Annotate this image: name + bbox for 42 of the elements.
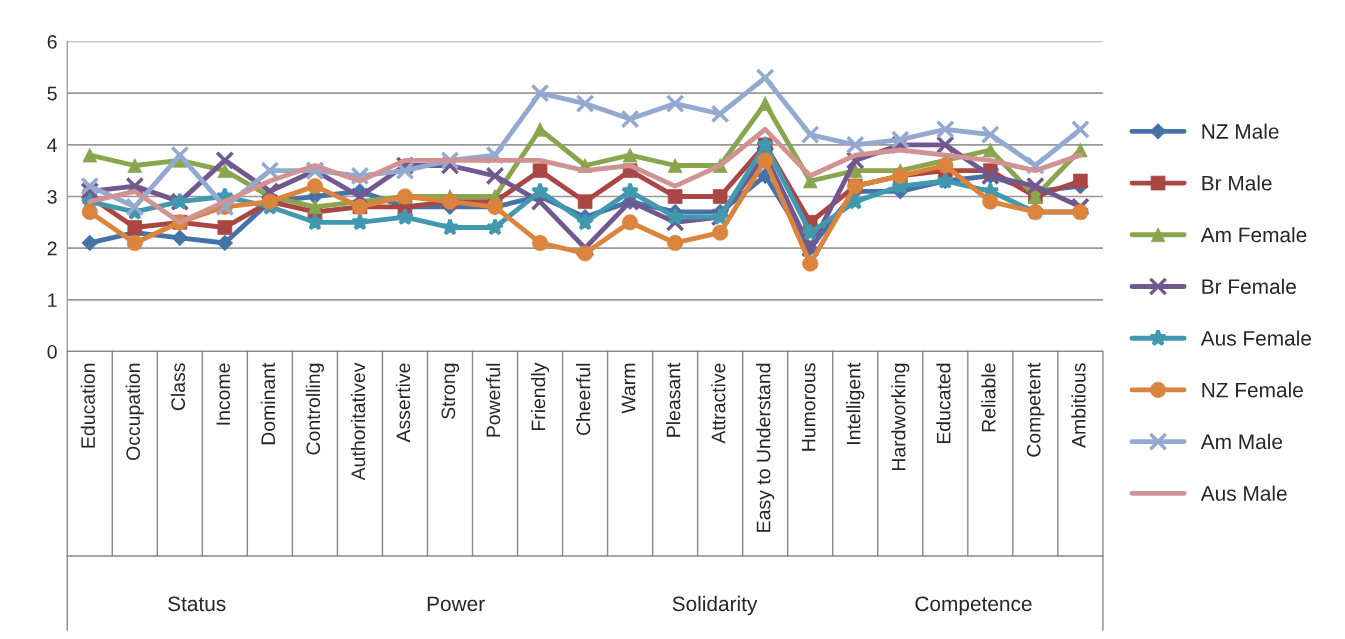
x-tick-label: Easy to Understand (756, 363, 775, 532)
x-tick-label: Friendly (530, 362, 550, 431)
y-tick-label: 1 (48, 293, 57, 307)
x-tick-label: Reliable (981, 363, 996, 432)
y-tick-label: 4 (47, 138, 57, 152)
x-tick-label: Hardworking (891, 363, 910, 471)
legend-label: Am Male (1200, 433, 1283, 450)
x-tick-label: Income (216, 363, 231, 425)
legend-label: NZ Male (1202, 123, 1279, 139)
legend-label: Am Female (1200, 226, 1307, 243)
text: Competence (915, 596, 1032, 616)
legend-label: Br Female (1202, 278, 1296, 294)
y-tick-label: 2 (47, 241, 57, 256)
y-tick-label: 6 (47, 35, 57, 49)
x-tick-label: Education (80, 363, 95, 448)
x-tick-label: Class (170, 363, 186, 411)
x-tick-label: Controlling (305, 363, 324, 455)
x-tick-label: Authoritativev (350, 362, 366, 481)
x-tick-label: Strong (441, 363, 460, 419)
legend-label: NZ Female (1202, 382, 1303, 398)
x-tick-label: Warm (621, 363, 636, 414)
x-tick-label: Powerful (485, 363, 501, 437)
y-tick-label: 3 (47, 189, 57, 204)
x-tick-label: Attractive (711, 363, 726, 444)
x-tick-label: Dominant (260, 362, 276, 445)
y-tick-label: 0 (47, 344, 57, 359)
x-tick-label: Occupation (125, 363, 144, 460)
x-tick-label: Assertive (395, 363, 411, 443)
legend-label: Br Male (1202, 175, 1272, 191)
x-tick-label: Competent (1026, 362, 1045, 457)
y-tick-label: 5 (47, 86, 57, 101)
x-tick-label: Pleasant (666, 362, 681, 437)
x-tick-label: Cheerful (576, 363, 591, 436)
text: Status (168, 596, 226, 612)
legend-label: Aus Female (1200, 330, 1311, 346)
legend-label: Aus Male (1200, 485, 1287, 501)
text: Power (427, 596, 485, 612)
x-tick-label: Intelligent (846, 362, 865, 444)
x-tick-label: Educated (936, 363, 951, 444)
text: Solidarity (672, 595, 758, 616)
x-tick-label: Humorous (801, 363, 816, 451)
x-tick-label: Ambitious (1071, 363, 1086, 448)
